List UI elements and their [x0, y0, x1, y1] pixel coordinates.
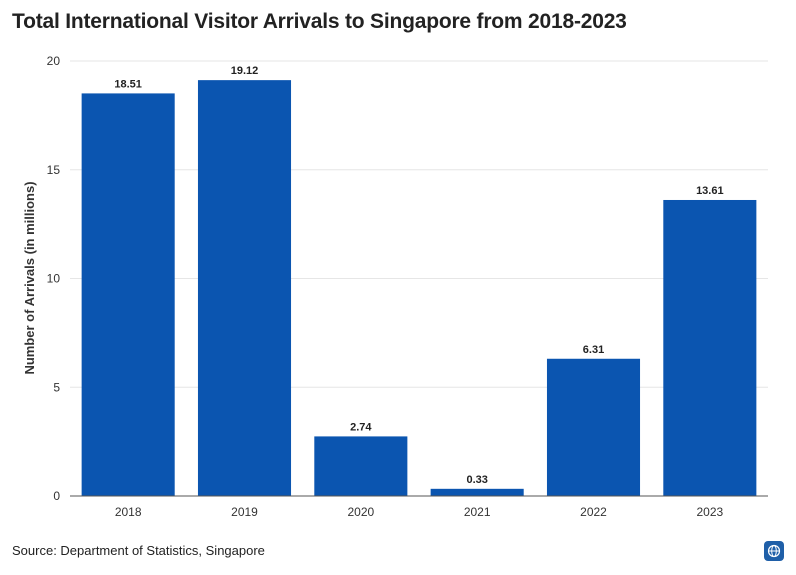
- bars: [81, 80, 757, 497]
- x-axis-ticks: 2018 2019 2020 2021 2022 2023: [115, 505, 724, 519]
- data-label: 0.33: [466, 474, 487, 486]
- data-label: 19.12: [231, 65, 259, 77]
- data-labels: 18.51 19.12 2.74 0.33 6.31 13.61: [114, 65, 723, 486]
- bar-2023: [663, 199, 757, 497]
- bar-2019: [197, 80, 292, 496]
- x-tick-label: 2019: [231, 505, 258, 519]
- data-label: 6.31: [583, 344, 604, 356]
- y-tick-label: 10: [47, 272, 61, 286]
- globe-icon: [764, 541, 784, 561]
- source-note: Source: Department of Statistics, Singap…: [12, 543, 265, 558]
- y-tick-label: 5: [53, 380, 60, 394]
- y-tick-label: 15: [47, 163, 61, 177]
- y-tick-label: 0: [53, 489, 60, 503]
- bar-2022: [546, 358, 641, 496]
- x-tick-label: 2023: [696, 505, 723, 519]
- bar-2021: [430, 488, 524, 496]
- y-tick-label: 20: [47, 54, 61, 68]
- x-tick-label: 2020: [347, 505, 374, 519]
- y-axis-label: Number of Arrivals (in millions): [22, 181, 37, 374]
- x-tick-label: 2021: [464, 505, 491, 519]
- x-tick-label: 2018: [115, 505, 142, 519]
- bar-2018: [81, 93, 175, 496]
- bar-2020: [314, 436, 408, 496]
- y-axis-ticks: 0 5 10 15 20: [47, 54, 61, 503]
- data-label: 18.51: [114, 78, 142, 90]
- x-tick-label: 2022: [580, 505, 607, 519]
- chart-title: Total International Visitor Arrivals to …: [12, 10, 627, 33]
- data-label: 13.61: [696, 185, 724, 197]
- data-label: 2.74: [350, 421, 372, 433]
- gridlines: [70, 60, 768, 388]
